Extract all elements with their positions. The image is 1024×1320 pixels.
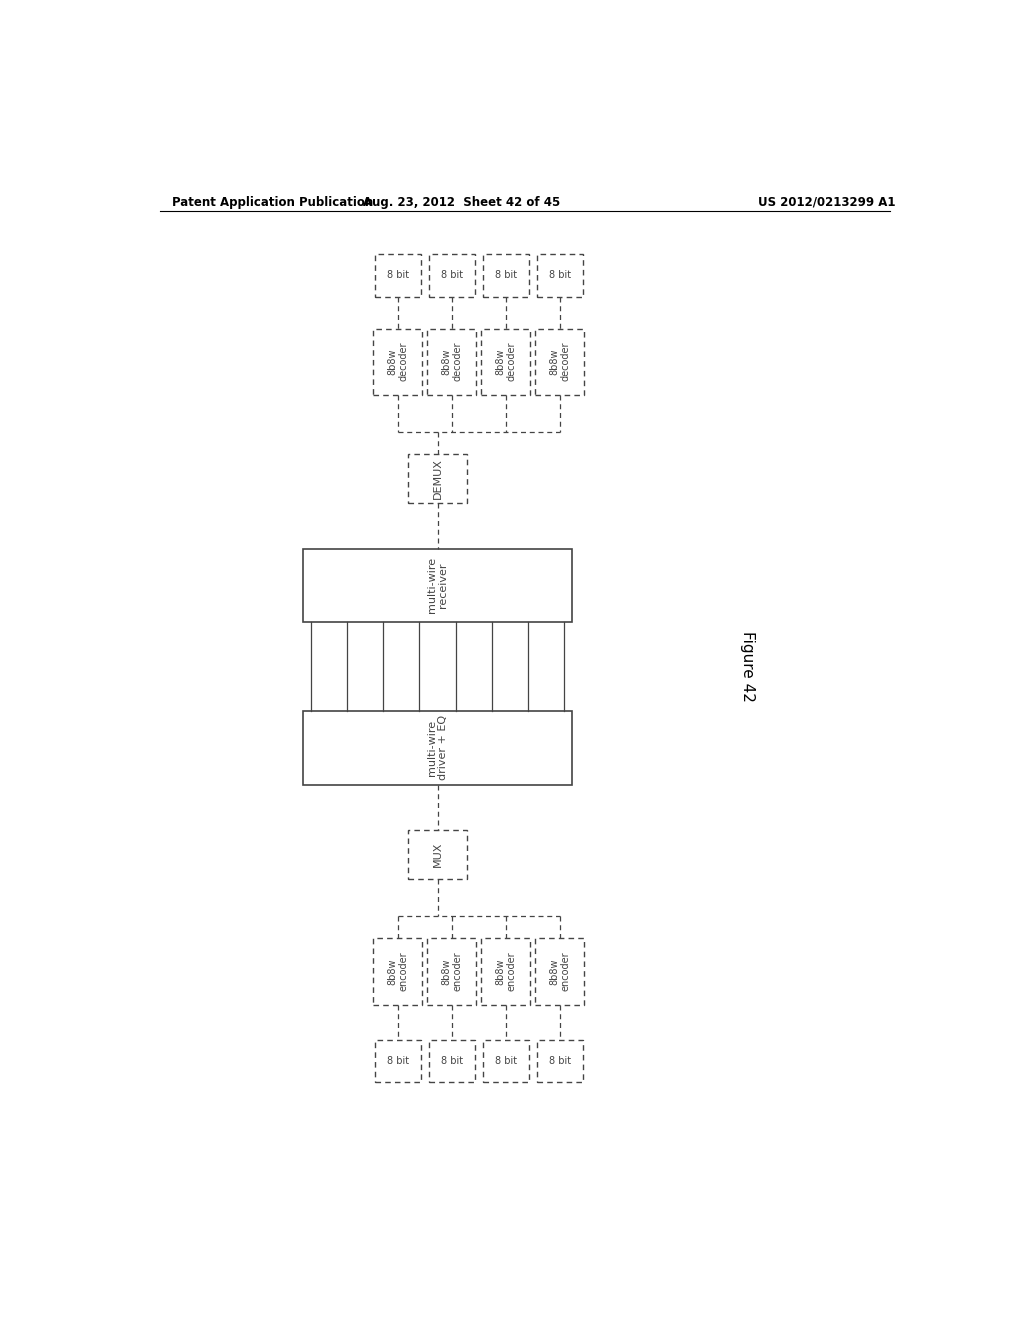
Text: 8b8w
encoder: 8b8w encoder	[441, 952, 463, 991]
Text: 8b8w
encoder: 8b8w encoder	[549, 952, 570, 991]
Text: 8b8w
decoder: 8b8w decoder	[387, 342, 409, 381]
Bar	[408, 830, 467, 879]
Text: 8b8w
decoder: 8b8w decoder	[549, 342, 570, 381]
Bar	[373, 939, 423, 1005]
Bar	[303, 711, 572, 784]
Text: US 2012/0213299 A1: US 2012/0213299 A1	[758, 195, 895, 209]
Bar	[429, 1040, 475, 1082]
Text: 8 bit: 8 bit	[495, 1056, 517, 1067]
Text: 8 bit: 8 bit	[549, 1056, 570, 1067]
Text: 8b8w
encoder: 8b8w encoder	[387, 952, 409, 991]
Text: 8b8w
decoder: 8b8w decoder	[495, 342, 516, 381]
Text: MUX: MUX	[432, 842, 442, 867]
Bar	[303, 549, 572, 622]
Text: 8b8w
encoder: 8b8w encoder	[495, 952, 516, 991]
Bar	[408, 454, 467, 503]
Text: multi-wire
driver + EQ: multi-wire driver + EQ	[427, 715, 449, 780]
Bar	[427, 329, 476, 395]
Text: 8 bit: 8 bit	[387, 271, 409, 280]
Text: DEMUX: DEMUX	[432, 458, 442, 499]
Text: 8 bit: 8 bit	[440, 271, 463, 280]
Bar	[536, 329, 585, 395]
Bar	[427, 939, 476, 1005]
Bar	[482, 1040, 528, 1082]
Text: 8 bit: 8 bit	[440, 1056, 463, 1067]
Bar	[481, 329, 530, 395]
Text: 8b8w
decoder: 8b8w decoder	[441, 342, 463, 381]
Bar	[481, 939, 530, 1005]
Bar	[429, 253, 475, 297]
Bar	[537, 1040, 583, 1082]
Text: Figure 42: Figure 42	[739, 631, 755, 702]
Text: 8 bit: 8 bit	[387, 1056, 409, 1067]
Bar	[482, 253, 528, 297]
Text: Aug. 23, 2012  Sheet 42 of 45: Aug. 23, 2012 Sheet 42 of 45	[362, 195, 560, 209]
Bar	[536, 939, 585, 1005]
Bar	[373, 329, 423, 395]
Text: Patent Application Publication: Patent Application Publication	[172, 195, 373, 209]
Text: 8 bit: 8 bit	[495, 271, 517, 280]
Text: multi-wire
receiver: multi-wire receiver	[427, 557, 449, 614]
Text: 8 bit: 8 bit	[549, 271, 570, 280]
Bar	[537, 253, 583, 297]
Bar	[375, 253, 421, 297]
Bar	[375, 1040, 421, 1082]
